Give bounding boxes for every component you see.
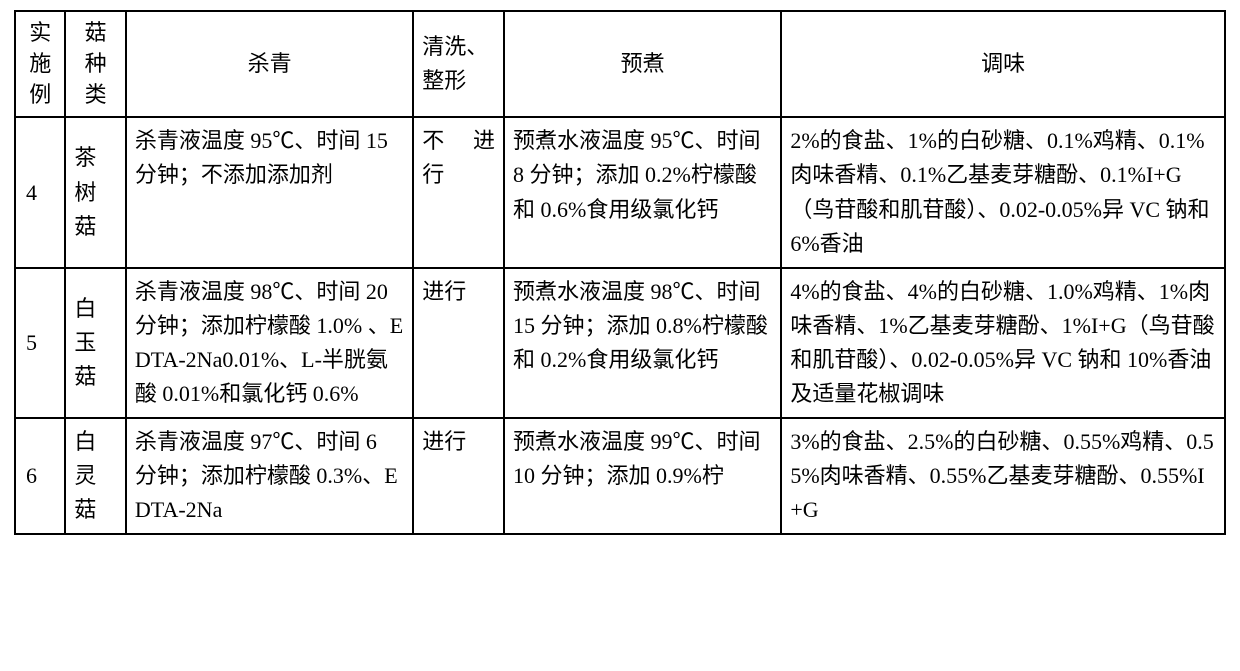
wash-text: 进行 (422, 279, 466, 304)
cell-season: 4%的食盐、4%的白砂糖、1.0%鸡精、1%肉味香精、1%乙基麦芽糖酚、1%I+… (781, 268, 1225, 418)
cell-mushroom: 白玉菇 (65, 268, 126, 418)
header-index: 实施例 (15, 11, 65, 117)
cell-wash: 进行 (413, 418, 504, 534)
cell-season: 3%的食盐、2.5%的白砂糖、0.55%鸡精、0.55%肉味香精、0.55%乙基… (781, 418, 1225, 534)
header-wash: 清洗、整形 (413, 11, 504, 117)
header-precook-text: 预煮 (621, 51, 665, 76)
index-value: 5 (24, 326, 56, 360)
header-mushroom: 菇种类 (65, 11, 126, 117)
cell-blanching: 杀青液温度 95℃、时间 15 分钟；不添加添加剂 (126, 117, 413, 267)
cell-wash: 进行 (413, 268, 504, 418)
season-text: 3%的食盐、2.5%的白砂糖、0.55%鸡精、0.55%肉味香精、0.55%乙基… (790, 429, 1213, 522)
header-season: 调味 (781, 11, 1225, 117)
mushroom-name: 白玉菇 (74, 292, 100, 394)
precook-text: 预煮水液温度 95℃、时间 8 分钟；添加 0.2%柠檬酸和 0.6%食用级氯化… (513, 128, 761, 221)
process-table: 实施例 菇种类 杀青 清洗、整形 预煮 调味 4 茶树菇 杀青液温度 95℃、时… (14, 10, 1226, 535)
cell-season: 2%的食盐、1%的白砂糖、0.1%鸡精、0.1%肉味香精、0.1%乙基麦芽糖酚、… (781, 117, 1225, 267)
index-value: 6 (24, 459, 56, 493)
cell-mushroom: 白灵菇 (65, 418, 126, 534)
table-row: 5 白玉菇 杀青液温度 98℃、时间 20 分钟；添加柠檬酸 1.0% 、EDT… (15, 268, 1225, 418)
cell-blanching: 杀青液温度 97℃、时间 6 分钟；添加柠檬酸 0.3%、EDTA-2Na (126, 418, 413, 534)
cell-index: 4 (15, 117, 65, 267)
cell-blanching: 杀青液温度 98℃、时间 20 分钟；添加柠檬酸 1.0% 、EDTA-2Na0… (126, 268, 413, 418)
season-text: 2%的食盐、1%的白砂糖、0.1%鸡精、0.1%肉味香精、0.1%乙基麦芽糖酚、… (790, 128, 1209, 255)
header-blanching-text: 杀青 (248, 51, 292, 76)
header-wash-text: 清洗、整形 (422, 34, 488, 93)
wash-text: 进行 (422, 429, 466, 454)
table-row: 4 茶树菇 杀青液温度 95℃、时间 15 分钟；不添加添加剂 不 进 行 预煮… (15, 117, 1225, 267)
blanching-text: 杀青液温度 95℃、时间 15 分钟；不添加添加剂 (135, 128, 388, 187)
cell-index: 5 (15, 268, 65, 418)
season-text: 4%的食盐、4%的白砂糖、1.0%鸡精、1%肉味香精、1%乙基麦芽糖酚、1%I+… (790, 279, 1214, 406)
wash-text-b: 进 (473, 124, 495, 158)
blanching-text: 杀青液温度 97℃、时间 6 分钟；添加柠檬酸 0.3%、EDTA-2Na (135, 429, 398, 522)
table-row: 6 白灵菇 杀青液温度 97℃、时间 6 分钟；添加柠檬酸 0.3%、EDTA-… (15, 418, 1225, 534)
header-row: 实施例 菇种类 杀青 清洗、整形 预煮 调味 (15, 11, 1225, 117)
header-mushroom-text: 菇种类 (82, 18, 108, 110)
header-season-text: 调味 (981, 51, 1025, 76)
wash-text-rest: 行 (422, 162, 444, 187)
cell-precook: 预煮水液温度 98℃、时间 15 分钟；添加 0.8%柠檬酸和 0.2%食用级氯… (504, 268, 781, 418)
header-index-text: 实施例 (27, 18, 53, 110)
precook-text: 预煮水液温度 99℃、时间 10 分钟；添加 0.9%柠 (513, 429, 761, 488)
precook-text: 预煮水液温度 98℃、时间 15 分钟；添加 0.8%柠檬酸和 0.2%食用级氯… (513, 279, 768, 372)
header-blanching: 杀青 (126, 11, 413, 117)
index-value: 4 (24, 176, 56, 210)
wash-text-a: 不 (422, 124, 444, 158)
cell-precook: 预煮水液温度 99℃、时间 10 分钟；添加 0.9%柠 (504, 418, 781, 534)
cell-precook: 预煮水液温度 95℃、时间 8 分钟；添加 0.2%柠檬酸和 0.6%食用级氯化… (504, 117, 781, 267)
mushroom-name: 白灵菇 (74, 425, 100, 527)
cell-mushroom: 茶树菇 (65, 117, 126, 267)
cell-wash: 不 进 行 (413, 117, 504, 267)
header-precook: 预煮 (504, 11, 781, 117)
mushroom-name: 茶树菇 (74, 141, 100, 243)
blanching-text: 杀青液温度 98℃、时间 20 分钟；添加柠檬酸 1.0% 、EDTA-2Na0… (135, 279, 403, 406)
cell-index: 6 (15, 418, 65, 534)
